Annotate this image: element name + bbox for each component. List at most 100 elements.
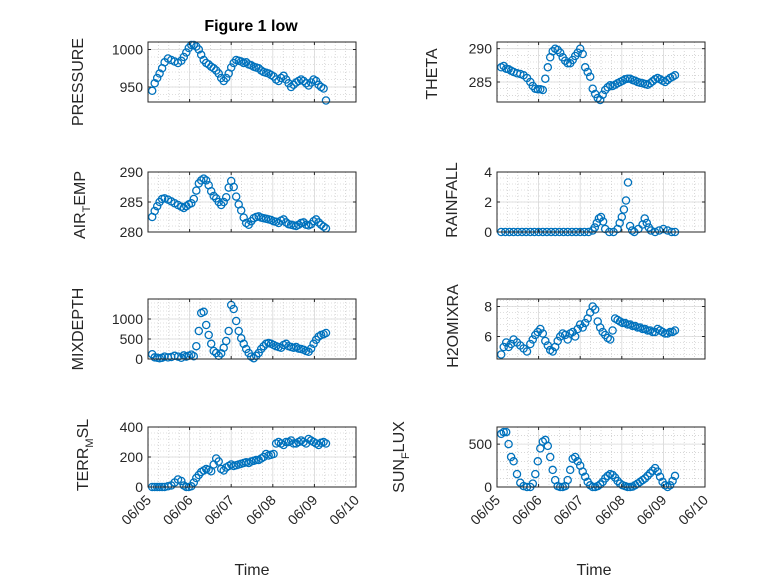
data-point [623, 74, 632, 83]
ylabel-theta: THETA [424, 48, 441, 100]
y-tick-label: 285 [120, 194, 144, 210]
data-point [501, 427, 511, 437]
axes-terr-msl: 0 200 400 06/05 06/06 06/07 06/08 06/09 06/10 [118, 419, 362, 528]
data-point [670, 471, 680, 481]
data-point [512, 469, 522, 479]
ylabel-rainfall: RAINFALL [444, 162, 461, 238]
y-tick-label: 0 [135, 351, 143, 367]
data-point [570, 332, 580, 341]
xlabel-time-right: Time [577, 562, 612, 579]
y-tick-label: 280 [120, 224, 144, 240]
data-point [553, 45, 562, 55]
data-point [192, 186, 201, 195]
data-point [670, 326, 680, 335]
data-point [319, 222, 328, 231]
data-point [251, 455, 261, 465]
x-tick-label: 06/07 [201, 492, 237, 528]
data-point [646, 226, 656, 235]
data-point [627, 226, 637, 235]
subplot-pressure: PRESSURE [70, 38, 87, 126]
data-point [499, 427, 508, 437]
data-point [531, 469, 540, 479]
x-tick-label: 06/10 [326, 492, 362, 528]
axes-box [496, 426, 706, 488]
data-point [573, 324, 582, 334]
data-point [608, 326, 617, 335]
data-point [548, 347, 557, 356]
data-point [595, 95, 605, 105]
data-point [578, 323, 587, 332]
data-point [640, 214, 649, 223]
data-point [309, 216, 318, 226]
axes-rainfall: 0 2 4 [484, 164, 706, 240]
data-point [578, 467, 587, 476]
data-point [665, 327, 675, 337]
x-tick-label: 06/09 [633, 492, 669, 528]
data-point [281, 218, 291, 227]
data-point [623, 178, 633, 187]
data-point [595, 323, 605, 332]
data-point [580, 472, 590, 481]
data-point [189, 478, 199, 487]
data-point [286, 82, 296, 92]
data-point [575, 44, 585, 53]
data-point [231, 316, 241, 326]
y-tick-label: 0 [484, 479, 492, 495]
axes-mixdepth: 0 500 1000 [112, 298, 357, 367]
data-point [634, 224, 643, 234]
data-point [321, 328, 331, 338]
axes-pressure: 950 1000 [112, 40, 357, 105]
y-tick-label: 2 [484, 194, 492, 210]
x-tick-label: 06/09 [284, 492, 320, 528]
data-point [578, 49, 587, 59]
data-point [642, 218, 652, 228]
data-point [541, 336, 550, 346]
data-point [241, 218, 251, 228]
data-point [621, 196, 631, 205]
data-point [522, 347, 532, 356]
data-point [177, 476, 186, 486]
axes-box [147, 41, 357, 103]
data-point [655, 472, 665, 481]
y-tick-label: 1000 [112, 42, 143, 58]
data-point [563, 475, 572, 485]
data-point [214, 69, 223, 78]
data-point [565, 465, 575, 475]
data-point [211, 348, 221, 358]
data-point [596, 212, 606, 222]
data-point [234, 326, 243, 336]
ylabel-terr-msl: TERRMSL [75, 419, 96, 491]
data-point [155, 69, 164, 78]
axes-box [496, 41, 706, 103]
data-point [236, 206, 246, 215]
x-tick-label: 06/07 [550, 492, 586, 528]
ylabel-mixdepth: MIXDEPTH [70, 288, 87, 371]
subplot-h2omixra: H2OMIXRA [445, 284, 462, 368]
subplot-air-temp: AIRTEMP [72, 171, 93, 239]
data-point [625, 221, 635, 231]
data-point [588, 84, 597, 93]
data-point [533, 85, 543, 94]
subplot-sun-flux: SUNFLUX Time [391, 421, 612, 579]
data-point [653, 467, 662, 476]
y-tick-label: 285 [469, 74, 493, 90]
ylabel-pressure: PRESSURE [70, 38, 87, 126]
data-point [654, 226, 664, 235]
ylabel-h2omixra: H2OMIXRA [445, 284, 462, 368]
data-point [570, 452, 580, 462]
data-point [560, 330, 570, 340]
data-point [643, 471, 652, 481]
data-point [538, 329, 548, 338]
data-point [603, 83, 612, 92]
data-point [590, 305, 600, 314]
subplot-terr-msl: TERRMSL Time [75, 419, 270, 579]
data-point [536, 324, 545, 334]
y-tick-label: 400 [120, 419, 144, 435]
y-tick-label: 950 [120, 79, 144, 95]
x-tick-label: 06/06 [509, 492, 545, 528]
data-point [152, 73, 162, 83]
data-point [192, 341, 201, 351]
data-point [152, 201, 162, 211]
data-point [543, 441, 553, 451]
data-point [226, 63, 236, 72]
